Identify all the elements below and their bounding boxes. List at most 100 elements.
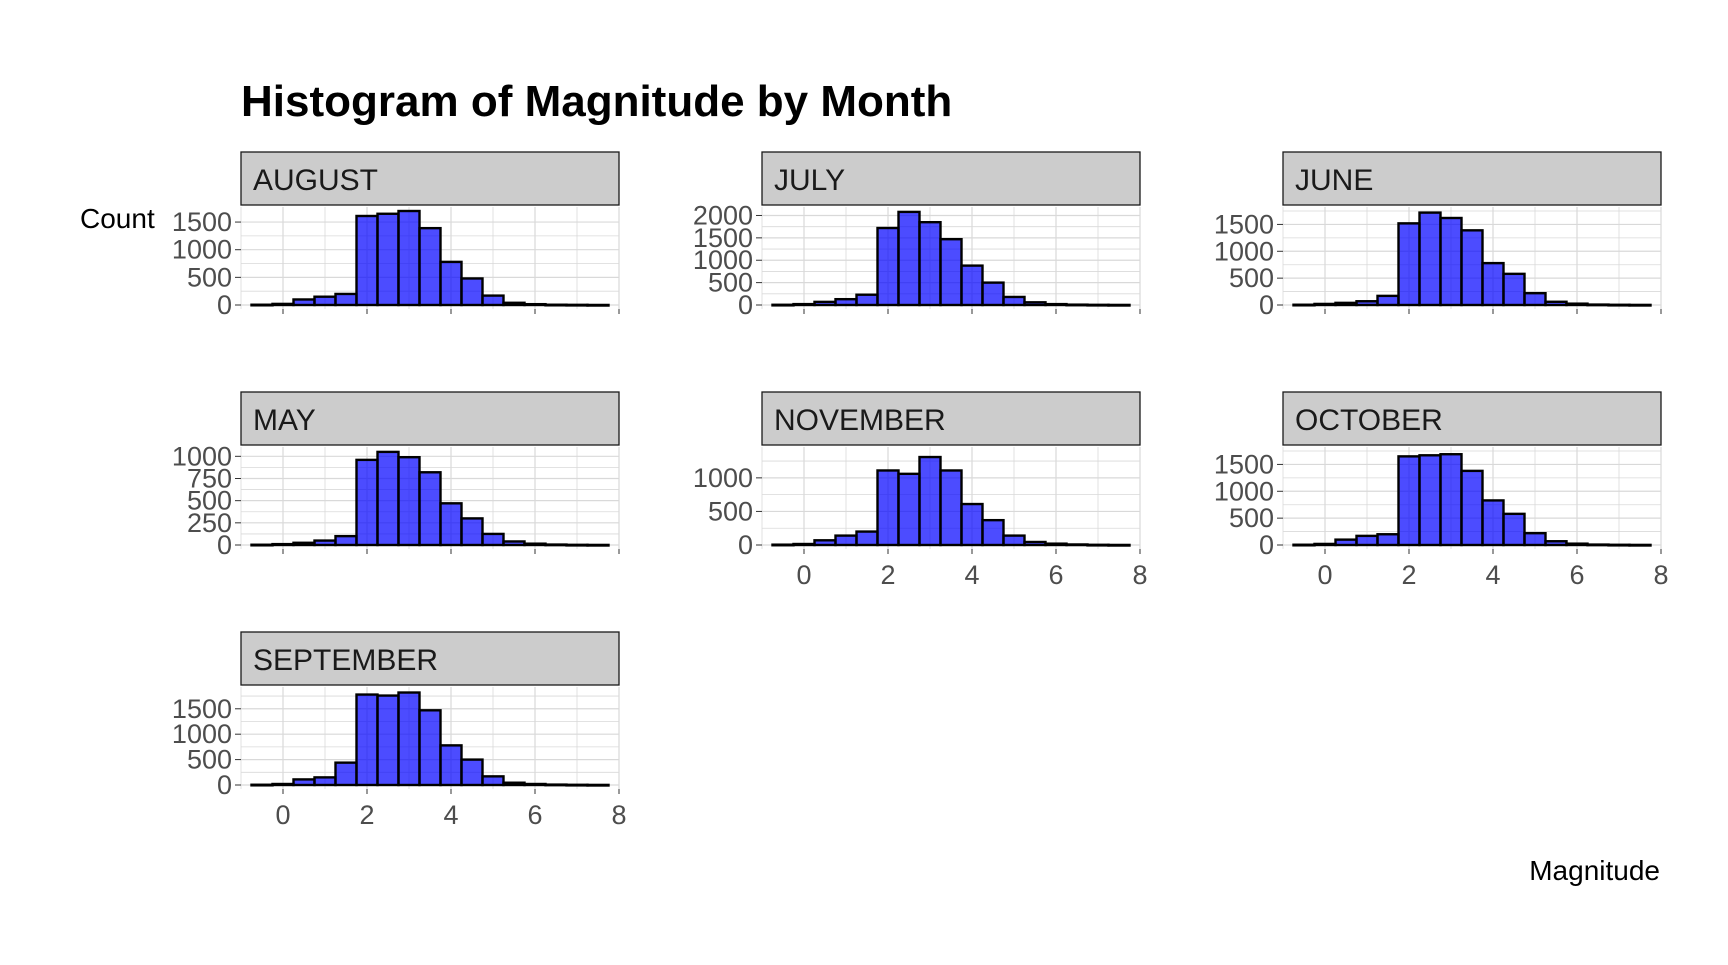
bar [250, 543, 274, 547]
x-tick-label: 4 [964, 560, 979, 590]
y-tick-label: 1000 [172, 719, 232, 749]
bar [1376, 533, 1400, 547]
bar [1313, 302, 1337, 307]
y-tick-label: 500 [708, 268, 753, 298]
bar [1376, 294, 1400, 307]
bar [502, 301, 526, 307]
y-tick-label: 0 [217, 530, 232, 560]
y-tick-label: 1500 [172, 694, 232, 724]
y-tick-label: 1000 [1214, 476, 1274, 506]
bar [418, 709, 442, 787]
y-tick-label: 1500 [1214, 449, 1274, 479]
bar [397, 456, 421, 547]
bar [834, 534, 858, 547]
strip-august [240, 151, 620, 206]
bar [1523, 531, 1547, 547]
bar [334, 534, 358, 547]
bar [1523, 291, 1547, 307]
bar [334, 761, 358, 787]
bar [565, 543, 589, 547]
x-tick-label: 8 [1653, 560, 1668, 590]
bar [250, 303, 274, 307]
bar [1502, 512, 1526, 547]
bar [271, 782, 295, 787]
bar [418, 471, 442, 547]
bar [918, 455, 942, 547]
bar [1292, 303, 1316, 307]
bar [1334, 538, 1358, 547]
y-tick-label: 1500 [172, 207, 232, 237]
bar [1628, 303, 1652, 307]
bar [271, 302, 295, 307]
bar [897, 210, 921, 307]
bar [502, 540, 526, 547]
bar [460, 517, 484, 547]
bar [586, 783, 610, 787]
bar [1481, 261, 1505, 307]
strip-may [240, 391, 620, 446]
bar [792, 302, 816, 307]
bar [250, 783, 274, 787]
bar [1460, 469, 1484, 547]
bar [292, 778, 316, 787]
y-tick-label: 0 [217, 290, 232, 320]
bar [376, 212, 400, 307]
bar [481, 294, 505, 307]
bar [271, 542, 295, 547]
bar [981, 518, 1005, 547]
bar [334, 292, 358, 307]
bar [1002, 534, 1026, 547]
bar [397, 209, 421, 307]
y-tick-label: 1500 [1214, 209, 1274, 239]
bar [355, 214, 379, 307]
strip-label-august: AUGUST [253, 164, 378, 197]
y-tick-label: 0 [1259, 290, 1274, 320]
bar [1313, 542, 1337, 547]
strip-label-july: JULY [774, 164, 845, 197]
bar [1565, 302, 1589, 307]
x-tick-label: 6 [1569, 560, 1584, 590]
y-tick-label: 500 [1229, 263, 1274, 293]
y-tick-label: 0 [738, 530, 753, 560]
bar [523, 302, 547, 307]
y-tick-label: 1000 [693, 463, 753, 493]
strip-july [761, 151, 1141, 206]
bar [1481, 499, 1505, 547]
x-tick-label: 8 [1132, 560, 1147, 590]
bar [481, 775, 505, 787]
y-tick-label: 0 [217, 770, 232, 800]
bar [292, 541, 316, 547]
bar [1023, 540, 1047, 547]
facet-panels: AUGUST050010001500JULY0500100015002000JU… [172, 151, 1669, 830]
strip-november [761, 391, 1141, 446]
bar [1355, 534, 1379, 547]
bar [1544, 540, 1568, 547]
bar [1107, 303, 1131, 307]
bar [792, 542, 816, 547]
bar [1002, 295, 1026, 307]
bar [376, 694, 400, 787]
bar [771, 303, 795, 307]
bar [292, 298, 316, 307]
x-tick-label: 4 [443, 800, 458, 830]
bar [1586, 543, 1610, 547]
y-tick-label: 0 [1259, 530, 1274, 560]
bar [1418, 211, 1442, 307]
y-tick-label: 500 [187, 745, 232, 775]
bar [897, 472, 921, 547]
bar [313, 776, 337, 787]
bar [855, 293, 879, 307]
bar [1607, 303, 1631, 307]
bar [439, 260, 463, 307]
strip-june [1282, 151, 1662, 206]
bar [813, 539, 837, 547]
bar [355, 693, 379, 787]
x-tick-label: 2 [359, 800, 374, 830]
y-tick-label: 0 [738, 290, 753, 320]
bar [565, 303, 589, 307]
bar [439, 502, 463, 547]
